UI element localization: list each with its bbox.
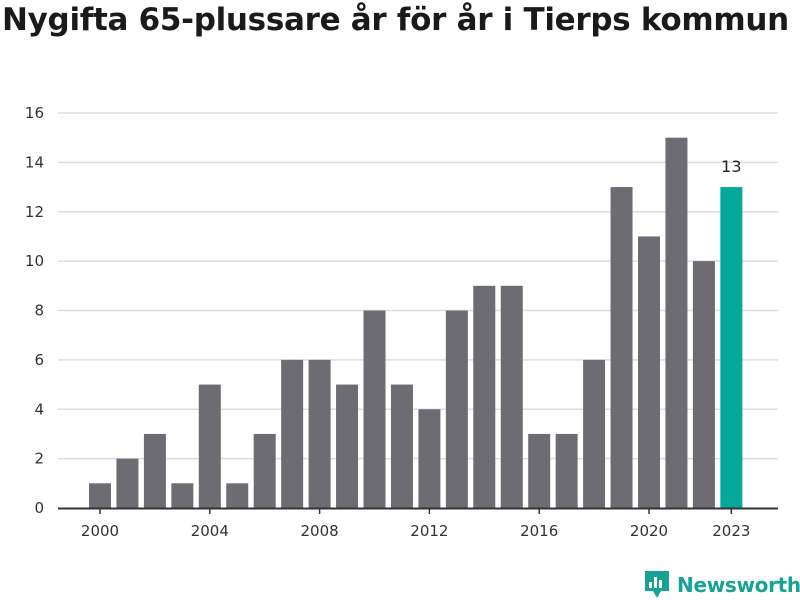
y-tick-label: 4	[34, 400, 44, 418]
bar-2013	[445, 310, 468, 508]
gridlines	[58, 112, 778, 460]
data-labels: 13	[721, 157, 741, 176]
bar-2016	[528, 433, 551, 508]
bar-2009	[336, 384, 359, 508]
bar-2004	[198, 384, 221, 508]
x-tick-label: 2020	[630, 522, 668, 540]
bar-2014	[473, 285, 496, 508]
bar-2007	[281, 359, 304, 508]
bar-2001	[116, 458, 139, 508]
x-tick-label: 2012	[410, 522, 448, 540]
y-tick-label: 6	[34, 351, 44, 369]
bar-2015	[500, 285, 523, 508]
bar-2003	[171, 483, 194, 508]
chart-title: Nygifta 65-plussare år för år i Tierps k…	[2, 2, 789, 38]
bars	[89, 137, 743, 508]
bar-2021	[665, 137, 688, 508]
x-tick-label: 2023	[712, 522, 750, 540]
x-tick-label: 2004	[191, 522, 229, 540]
bar-2017	[555, 433, 578, 508]
newsworthy-logo[interactable]: Newsworthy	[645, 570, 800, 600]
bar-2005	[226, 483, 249, 508]
x-tick-label: 2000	[81, 522, 119, 540]
y-tick-label: 14	[25, 153, 44, 171]
x-tick-label: 2016	[520, 522, 558, 540]
y-tick-label: 16	[25, 104, 44, 122]
bar-2018	[583, 359, 606, 508]
y-tick-label: 8	[34, 302, 44, 320]
bar-2022	[692, 261, 715, 508]
bar-2019	[610, 187, 633, 508]
bar-2023	[720, 187, 743, 508]
y-tick-label: 2	[34, 450, 44, 468]
y-tick-label: 12	[25, 203, 44, 221]
bar-2002	[143, 433, 166, 508]
bar-2006	[253, 433, 276, 508]
bar-2008	[308, 359, 331, 508]
chart-badge-icon	[645, 571, 669, 598]
bar-2012	[418, 409, 441, 508]
x-axis: 2000 2004 2008 2012 2016 2020 2023	[81, 508, 750, 540]
data-label: 13	[721, 157, 741, 176]
brand-name: Newsworthy	[677, 573, 800, 597]
y-axis: 0 2 4 6 8 10 12 14 16	[25, 104, 44, 517]
y-tick-label: 0	[34, 499, 44, 517]
bar-2010	[363, 310, 386, 508]
bar-2000	[89, 483, 111, 508]
y-tick-label: 10	[25, 252, 44, 270]
bar-2011	[390, 384, 413, 508]
bar-2020	[638, 236, 660, 508]
x-tick-label: 2008	[301, 522, 339, 540]
